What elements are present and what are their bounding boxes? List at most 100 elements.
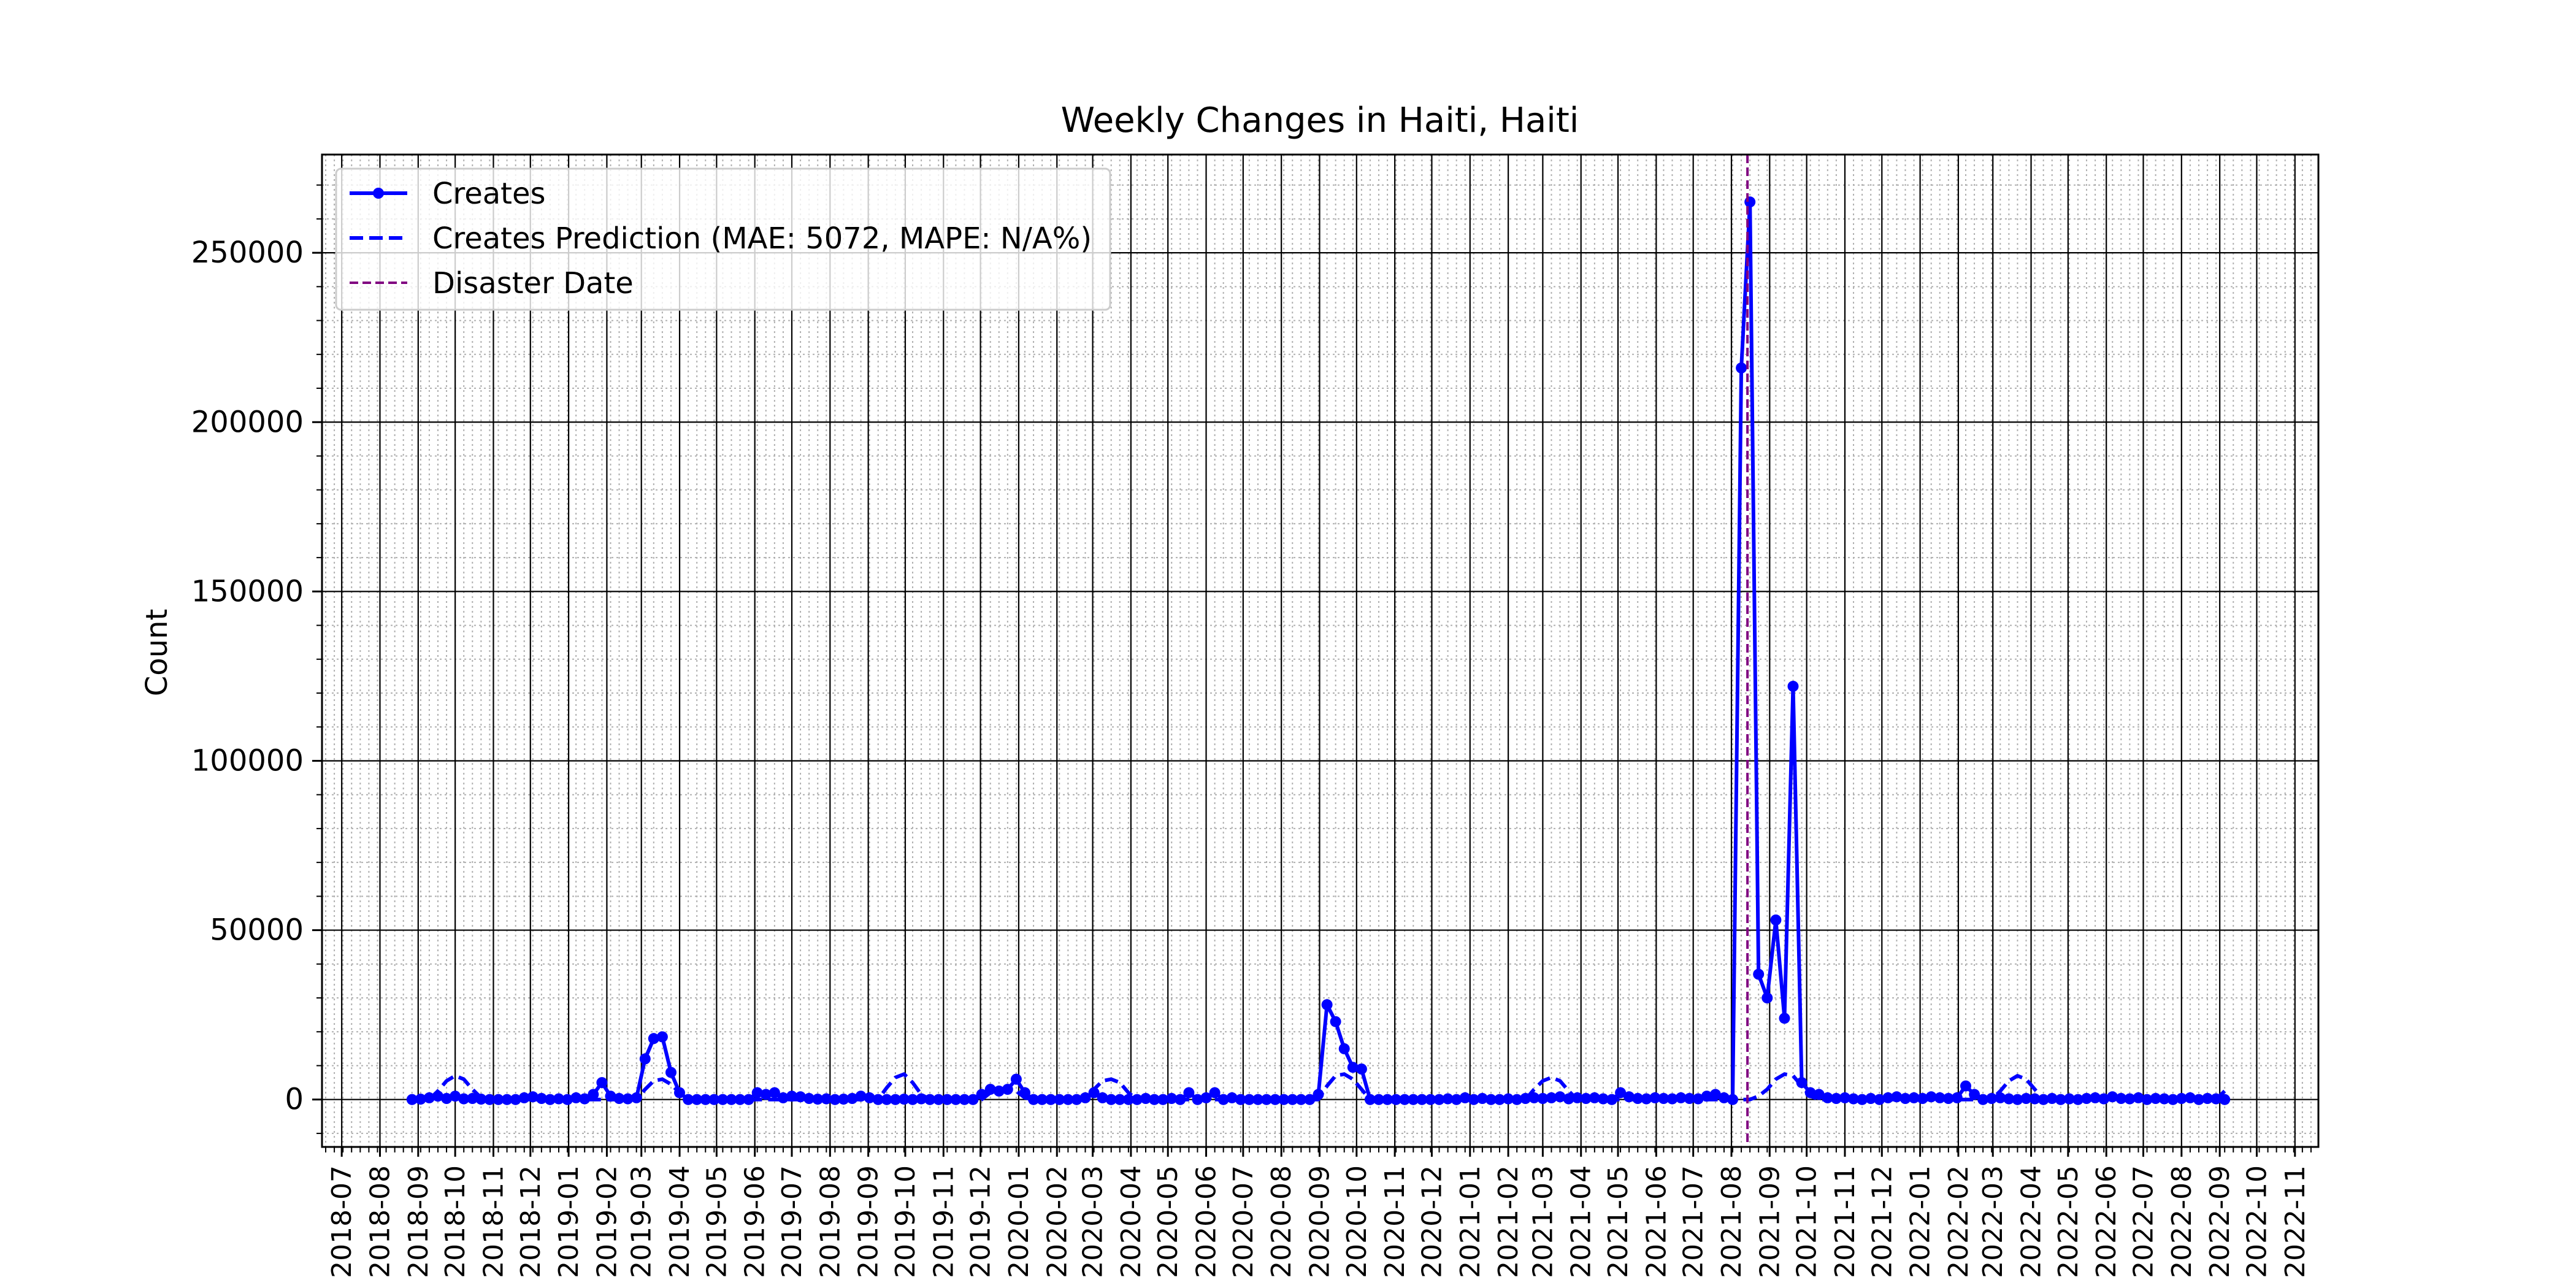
- creates-point: [2133, 1092, 2144, 1103]
- creates-point: [1632, 1093, 1644, 1104]
- creates-point: [1701, 1091, 1712, 1102]
- x-tick-label: 2022-01: [1905, 1165, 1936, 1278]
- creates-point: [1804, 1087, 1816, 1098]
- creates-point: [1149, 1094, 1160, 1105]
- creates-point: [907, 1094, 918, 1105]
- creates-point: [674, 1087, 685, 1098]
- y-tick-labels: 0 50000 100000 150000 200000 250000: [191, 236, 304, 1117]
- creates-point: [432, 1091, 443, 1102]
- creates-point: [691, 1094, 703, 1105]
- x-tick-label: 2020-10: [1341, 1165, 1373, 1278]
- creates-point: [1813, 1089, 1825, 1100]
- creates-point: [1692, 1093, 1704, 1105]
- creates-point: [1045, 1094, 1057, 1105]
- x-tick-label: 2022-05: [2053, 1165, 2084, 1278]
- creates-point: [1468, 1094, 1479, 1105]
- y-tick-label: 0: [285, 1083, 304, 1117]
- creates-point: [976, 1089, 987, 1100]
- x-tick-label: 2020-01: [1003, 1165, 1035, 1278]
- creates-point: [1338, 1043, 1350, 1054]
- creates-point: [2124, 1093, 2136, 1105]
- creates-point: [2184, 1092, 2196, 1103]
- creates-point: [1105, 1094, 1117, 1105]
- creates-point: [1261, 1094, 1272, 1105]
- creates-point: [821, 1093, 832, 1105]
- x-tick-labels: 2018-07 2018-08 2018-09 2018-10 2018-11 2018-…: [326, 1165, 2311, 1278]
- creates-point: [1287, 1094, 1298, 1105]
- creates-point: [1882, 1092, 1894, 1103]
- creates-point: [1235, 1094, 1246, 1105]
- creates-point: [1451, 1094, 1462, 1105]
- creates-point: [1209, 1087, 1221, 1098]
- creates-point: [1641, 1093, 1652, 1105]
- creates-point: [2167, 1094, 2179, 1105]
- creates-point: [1122, 1094, 1134, 1105]
- creates-point: [1433, 1094, 1445, 1105]
- creates-point: [588, 1089, 599, 1100]
- creates-point: [1934, 1092, 1945, 1103]
- creates-point: [1364, 1094, 1376, 1105]
- creates-point: [1166, 1093, 1178, 1104]
- creates-point: [1666, 1093, 1678, 1105]
- creates-point: [1442, 1093, 1454, 1105]
- x-tick-label: 2021-04: [1566, 1165, 1597, 1278]
- creates-point: [916, 1093, 927, 1105]
- x-tick-label: 2018-12: [515, 1165, 546, 1278]
- x-tick-label: 2020-11: [1379, 1165, 1411, 1278]
- creates-point: [656, 1031, 668, 1043]
- creates-point: [475, 1094, 487, 1105]
- x-tick-label: 2022-10: [2241, 1165, 2272, 1278]
- x-tick-label: 2020-05: [1152, 1165, 1184, 1278]
- creates-point: [1175, 1094, 1186, 1105]
- creates-point: [734, 1094, 746, 1105]
- creates-point: [855, 1091, 867, 1102]
- creates-point: [2003, 1093, 2015, 1105]
- creates-point: [1615, 1087, 1627, 1098]
- creates-point: [2210, 1093, 2222, 1105]
- creates-point: [1753, 968, 1765, 980]
- x-tick-label: 2019-10: [890, 1165, 921, 1278]
- creates-point: [838, 1094, 849, 1105]
- creates-point: [864, 1092, 875, 1103]
- creates-point: [881, 1094, 892, 1105]
- creates-point: [1571, 1092, 1583, 1103]
- creates-point: [1217, 1094, 1229, 1105]
- creates-point: [1373, 1094, 1384, 1105]
- creates-point: [846, 1093, 858, 1104]
- creates-point: [1494, 1094, 1505, 1105]
- creates-point: [1459, 1092, 1471, 1103]
- x-tick-label: 2021-09: [1754, 1165, 1785, 1278]
- x-tick-label: 2019-12: [965, 1165, 997, 1278]
- creates-point: [1658, 1093, 1669, 1104]
- creates-point: [1278, 1094, 1290, 1105]
- creates-point: [683, 1094, 694, 1105]
- creates-point: [1097, 1092, 1108, 1103]
- x-tick-label: 2021-03: [1527, 1165, 1558, 1278]
- creates-point: [2219, 1094, 2231, 1105]
- creates-point: [2175, 1093, 2187, 1104]
- y-tick-label: 200000: [191, 405, 304, 439]
- creates-point: [458, 1093, 470, 1105]
- creates-point: [2029, 1093, 2041, 1105]
- x-tick-label: 2022-02: [1943, 1165, 1974, 1278]
- x-tick-label: 2018-10: [440, 1165, 471, 1278]
- creates-point: [1597, 1093, 1609, 1105]
- ticks-layer: [312, 184, 2312, 1157]
- creates-point: [622, 1093, 634, 1105]
- creates-point: [579, 1093, 591, 1105]
- creates-point: [406, 1094, 418, 1105]
- creates-point: [493, 1094, 504, 1105]
- creates-point: [984, 1084, 996, 1095]
- creates-point: [1969, 1089, 1980, 1100]
- creates-point: [1079, 1092, 1091, 1103]
- creates-point: [1157, 1094, 1169, 1105]
- creates-point: [1580, 1093, 1592, 1104]
- creates-point: [889, 1094, 901, 1105]
- creates-layer: [406, 196, 2231, 1105]
- creates-point: [2081, 1093, 2092, 1104]
- x-tick-label: 2022-09: [2204, 1165, 2236, 1278]
- x-tick-label: 2019-02: [591, 1165, 623, 1278]
- creates-point: [1028, 1094, 1040, 1105]
- x-tick-label: 2019-05: [701, 1165, 732, 1278]
